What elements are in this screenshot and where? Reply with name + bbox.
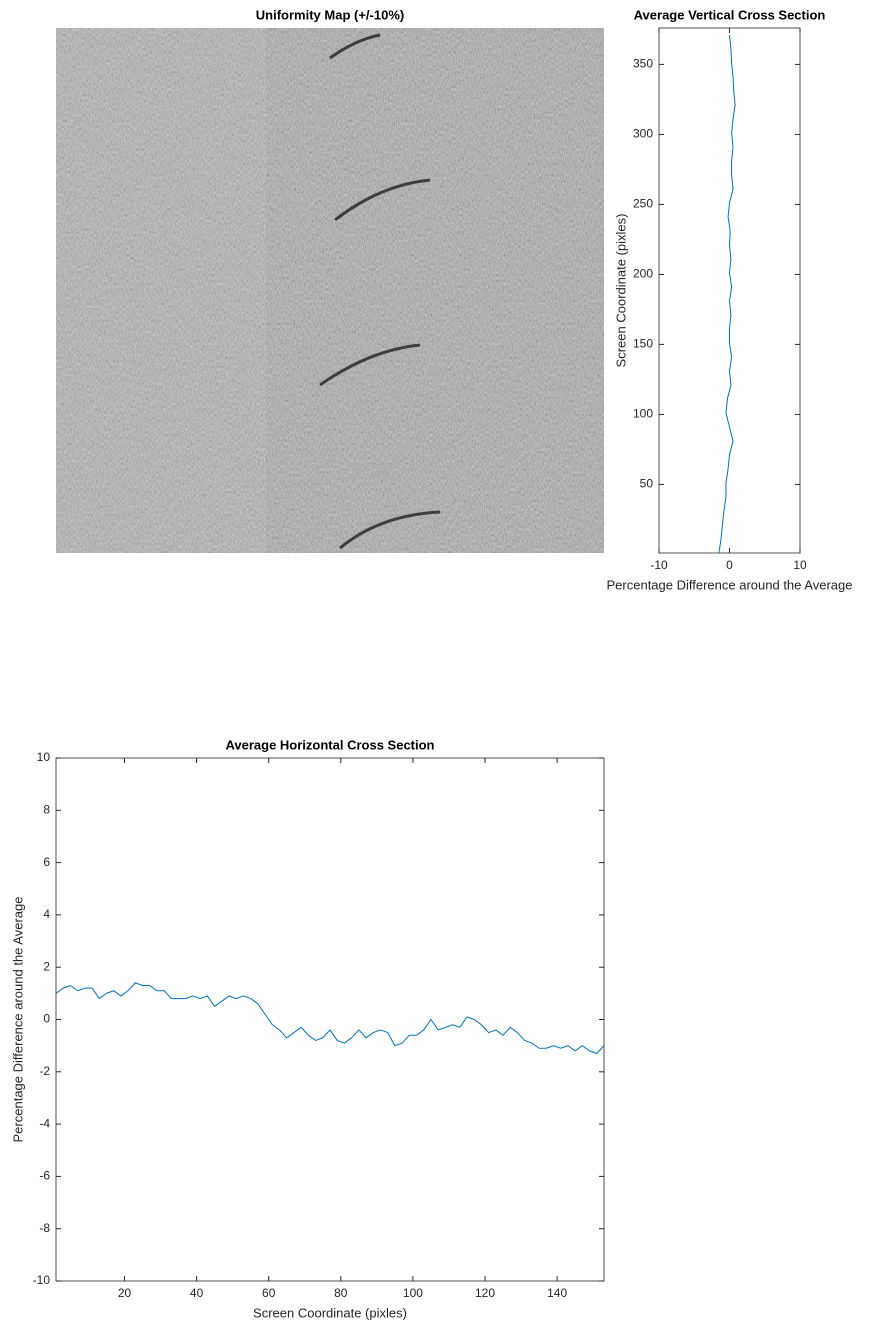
y-tick-label: 50 bbox=[640, 477, 654, 491]
y-axis-label: Screen Coordinate (pixles) bbox=[613, 214, 628, 368]
y-tick-label: -2 bbox=[39, 1064, 50, 1078]
x-axis-label: Percentage Difference around the Average bbox=[607, 577, 853, 592]
x-tick-label: 20 bbox=[118, 1286, 132, 1300]
x-tick-label: 40 bbox=[190, 1286, 204, 1300]
x-tick-label: 60 bbox=[262, 1286, 276, 1300]
y-tick-label: 150 bbox=[633, 337, 653, 351]
x-tick-label: 120 bbox=[475, 1286, 495, 1300]
x-tick-label: 140 bbox=[547, 1286, 567, 1300]
y-tick-label: 200 bbox=[633, 267, 653, 281]
y-tick-label: -4 bbox=[39, 1116, 50, 1130]
x-tick-label: 80 bbox=[334, 1286, 348, 1300]
map-shade bbox=[56, 28, 266, 553]
chart-title: Average Horizontal Cross Section bbox=[225, 737, 434, 752]
y-tick-label: 300 bbox=[633, 127, 653, 141]
y-tick-label: 100 bbox=[633, 407, 653, 421]
y-axis-label: Percentage Difference around the Average bbox=[10, 897, 25, 1143]
axes-box bbox=[55, 757, 605, 1282]
x-axis-label: Screen Coordinate (pixles) bbox=[253, 1305, 407, 1320]
data-line bbox=[718, 34, 736, 554]
y-tick-label: 250 bbox=[633, 197, 653, 211]
x-tick-label: -10 bbox=[650, 558, 668, 572]
data-line bbox=[55, 982, 605, 1055]
y-tick-label: 2 bbox=[43, 959, 50, 973]
map-streaks bbox=[319, 33, 441, 550]
y-tick-label: 350 bbox=[633, 57, 653, 71]
y-tick-label: -6 bbox=[39, 1169, 50, 1183]
y-tick-label: 6 bbox=[43, 855, 50, 869]
y-tick-label: 4 bbox=[43, 907, 50, 921]
chart-title: Average Vertical Cross Section bbox=[634, 7, 826, 22]
y-tick-label: -10 bbox=[33, 1273, 51, 1287]
map-texture bbox=[56, 28, 604, 553]
y-tick-label: 8 bbox=[43, 802, 50, 816]
uniformity-map bbox=[56, 28, 604, 553]
axes-box bbox=[658, 27, 801, 554]
x-tick-label: 0 bbox=[726, 558, 733, 572]
y-tick-label: 10 bbox=[37, 750, 51, 764]
chart-title: Uniformity Map (+/-10%) bbox=[256, 7, 404, 22]
x-tick-label: 100 bbox=[403, 1286, 423, 1300]
x-tick-label: 10 bbox=[793, 558, 807, 572]
y-tick-label: 0 bbox=[43, 1012, 50, 1026]
y-tick-label: -8 bbox=[39, 1221, 50, 1235]
